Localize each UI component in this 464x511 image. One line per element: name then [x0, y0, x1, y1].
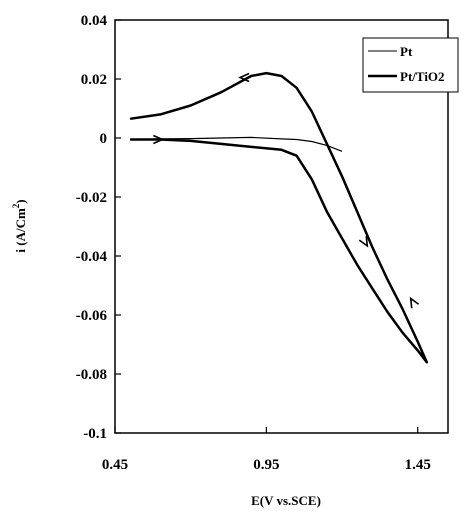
y-tick-label: 0.02 [81, 72, 107, 88]
direction-arrows [153, 72, 420, 309]
y-axis-title: i (A/Cm2) [11, 199, 28, 252]
y-tick-label: 0 [100, 131, 108, 147]
y-axis-title-close: ) [13, 199, 28, 203]
y-tick-label: -0.02 [76, 190, 107, 206]
direction-arrow [153, 134, 165, 145]
legend-label-pt-tio2: Pt/TiO2 [400, 69, 445, 84]
y-axis-ticks: 0.04 0.02 0 -0.02 -0.04 -0.06 -0.08 -0.1 [76, 13, 121, 442]
y-tick-label: -0.06 [76, 308, 108, 324]
direction-arrow [358, 236, 369, 248]
direction-arrow [409, 296, 420, 309]
legend: Pt Pt/TiO2 [362, 37, 459, 93]
x-tick-label: 1.45 [405, 457, 431, 473]
plot-frame [114, 19, 449, 434]
direction-arrow [238, 72, 250, 83]
x-axis-ticks: 0.45 0.95 1.45 [102, 427, 431, 473]
svg-text:i (A/Cm2): i (A/Cm2) [11, 199, 28, 252]
series-line-pt [130, 136, 343, 152]
x-tick-label: 0.45 [102, 457, 128, 473]
y-axis-title-sup: 2 [11, 203, 21, 208]
series-layer [129, 71, 429, 364]
x-axis-title: E(V vs.SCE) [251, 493, 321, 508]
legend-box [362, 37, 459, 93]
y-tick-label: 0.04 [81, 13, 108, 29]
y-axis-title-main: i (A/Cm [13, 208, 28, 253]
legend-label-pt: Pt [400, 44, 413, 59]
y-tick-label: -0.04 [76, 249, 108, 265]
y-tick-label: -0.1 [83, 426, 107, 442]
series-line-pt-tio2 [129, 71, 429, 364]
y-tick-label: -0.08 [76, 367, 107, 383]
x-tick-label: 0.95 [253, 457, 279, 473]
